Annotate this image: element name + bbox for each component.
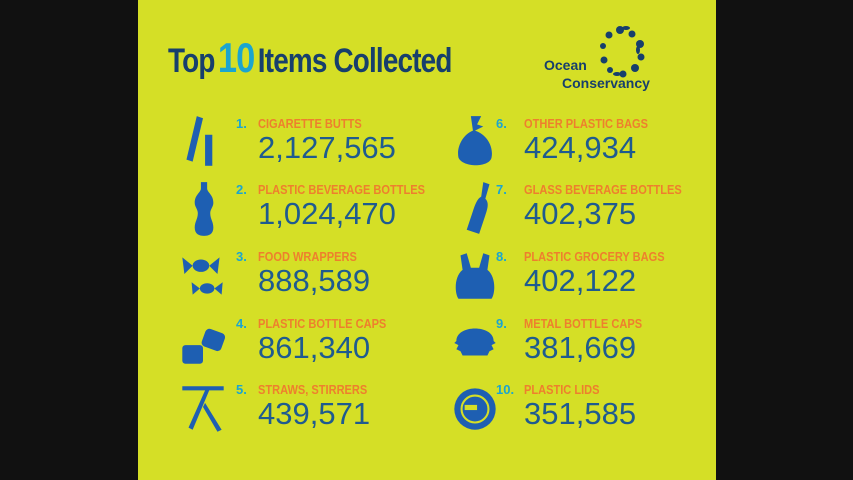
marine-life-circle-icon [600, 26, 645, 78]
item-label: PLASTIC BEVERAGE BOTTLES [258, 182, 425, 197]
item-count: 1,024,470 [258, 196, 396, 231]
list-item: 3. FOOD WRAPPERS 888,589 [178, 245, 458, 305]
title-ten: 10 [217, 34, 255, 81]
item-count: 439,571 [258, 396, 371, 431]
item-rank: 6. [496, 116, 507, 131]
item-rank: 7. [496, 182, 507, 197]
list-item: 10. PLASTIC LIDS 351,585 [450, 378, 730, 438]
item-count: 381,669 [524, 330, 637, 365]
item-rank: 2. [236, 182, 247, 197]
list-item: 7. GLASS BEVERAGE BOTTLES 402,375 [450, 178, 730, 238]
list-item: 1. CIGARETTE BUTTS 2,127,565 [178, 112, 458, 172]
item-rank: 4. [236, 316, 247, 331]
list-item: 8. PLASTIC GROCERY BAGS 402,122 [450, 245, 730, 305]
glass-bottle-icon [466, 182, 490, 234]
item-label: METAL BOTTLE CAPS [524, 316, 643, 331]
candy-wrapper-icon [182, 257, 223, 295]
plastic-bottle-icon [194, 182, 214, 236]
list-item: 6. OTHER PLASTIC BAGS 424,934 [450, 112, 730, 172]
metal-cap-icon [454, 328, 496, 356]
item-rank: 10. [496, 382, 515, 397]
list-item: 5. STRAWS, STIRRERS 439,571 [178, 378, 458, 438]
item-rank: 9. [496, 316, 507, 331]
item-count: 402,122 [524, 263, 637, 298]
item-rank: 8. [496, 249, 507, 264]
plastic-lid-icon [454, 388, 496, 430]
grocery-bag-icon [455, 253, 495, 299]
item-label: CIGARETTE BUTTS [258, 116, 362, 131]
ocean-conservancy-logo: Ocean Conservancy [542, 22, 672, 94]
title-items-collected: Items Collected [257, 42, 453, 80]
item-count: 351,585 [524, 396, 637, 431]
item-label: FOOD WRAPPERS [258, 249, 357, 264]
item-rank: 3. [236, 249, 247, 264]
item-rank: 5. [236, 382, 247, 397]
list-item: 9. METAL BOTTLE CAPS 381,669 [450, 312, 730, 372]
item-label: GLASS BEVERAGE BOTTLES [524, 182, 682, 197]
item-count: 861,340 [258, 330, 371, 365]
infographic-card: Top10Items Collected Ocean Conservancy 1… [138, 0, 716, 480]
logo-text-ocean: Ocean [544, 57, 587, 73]
item-rank: 1. [236, 116, 247, 131]
item-label: STRAWS, STIRRERS [258, 382, 368, 397]
list-item: 4. PLASTIC BOTTLE CAPS 861,340 [178, 312, 458, 372]
logo-text-conservancy: Conservancy [562, 75, 650, 91]
straws-icon [182, 386, 224, 432]
item-label: PLASTIC LIDS [524, 382, 600, 397]
bottle-caps-icon [182, 328, 226, 364]
title-top: Top [168, 42, 215, 80]
item-count: 2,127,565 [258, 130, 396, 165]
item-label: PLASTIC GROCERY BAGS [524, 249, 665, 264]
list-item: 2. PLASTIC BEVERAGE BOTTLES 1,024,470 [178, 178, 458, 238]
tied-bag-icon [458, 116, 492, 166]
item-count: 402,375 [524, 196, 637, 231]
item-count: 424,934 [524, 130, 637, 165]
cigarette-butts-icon [186, 116, 213, 166]
item-label: OTHER PLASTIC BAGS [524, 116, 649, 131]
item-label: PLASTIC BOTTLE CAPS [258, 316, 387, 331]
page-title: Top10Items Collected [168, 34, 452, 82]
item-count: 888,589 [258, 263, 371, 298]
